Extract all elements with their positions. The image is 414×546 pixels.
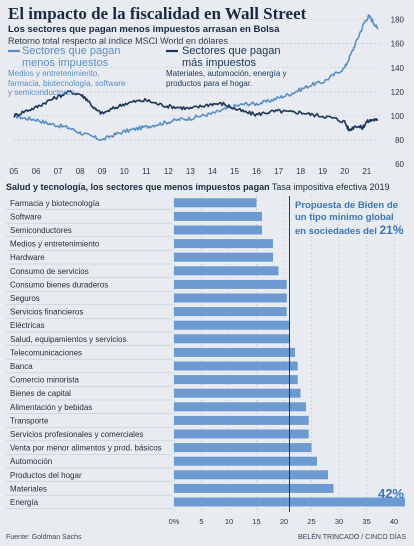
x-tick-label: 08 [76, 167, 85, 176]
bar-category-label: Materiales [10, 484, 47, 493]
legend-high-tax-desc: Materiales, automoción, energía y produc… [166, 69, 287, 88]
y-tick-label: 60 [395, 160, 404, 169]
bar-category-label: Transporte [10, 416, 49, 425]
bar-category-label: Servicios profesionales y comerciales [10, 430, 143, 439]
y-tick-label: 120 [391, 88, 405, 97]
series-line-high-tax [13, 90, 379, 132]
series-line-low-tax [13, 14, 379, 142]
bar-category-label: Bienes de capital [10, 389, 71, 398]
bar-category-label: Software [10, 212, 42, 221]
bar-category-label: Salud, equipamientos y servicios [10, 335, 127, 344]
bar-category-label: Hardware [10, 253, 45, 262]
bar [174, 470, 328, 480]
bar [174, 443, 312, 453]
x-tick-label: 11 [142, 167, 151, 176]
bar [174, 211, 262, 221]
bar [174, 429, 309, 439]
bar [174, 456, 317, 466]
bar-category-label: Banca [10, 362, 33, 371]
bar-x-tick-label: 40 [390, 517, 398, 526]
bar-category-label: Semiconductores [10, 226, 72, 235]
y-tick-label: 140 [391, 64, 405, 73]
bar [174, 415, 309, 425]
bar [174, 375, 298, 385]
bar-category-label: Consumo bienes duraderos [10, 280, 108, 289]
x-tick-label: 21 [362, 167, 371, 176]
bar [174, 279, 287, 289]
x-tick-label: 05 [10, 167, 19, 176]
bar-x-tick-label: 35 [362, 517, 370, 526]
legend-high-tax-title: Sectores que pagan más impuestos [182, 45, 281, 69]
x-tick-label: 14 [208, 167, 217, 176]
y-tick-label: 100 [391, 112, 405, 121]
biden-note: Propuesta de Biden de un tipo mínimo glo… [295, 200, 407, 238]
bar-category-label: Seguros [10, 294, 40, 303]
bar [174, 307, 287, 317]
bar [174, 198, 257, 208]
bar-x-tick-label: 25 [307, 517, 315, 526]
bar-x-tick-label: 0% [169, 517, 180, 526]
bar-x-tick-label: 10 [225, 517, 233, 526]
bar-category-label: Medios y entretenimiento [10, 240, 100, 249]
bar-category-label: Farmacia y biotecnología [10, 199, 100, 208]
bar-category-label: Telecomunicaciones [10, 348, 82, 357]
bar-category-label: Productos del hogar [10, 471, 82, 480]
bar-x-tick-label: 5 [199, 517, 203, 526]
x-tick-label: 06 [32, 167, 41, 176]
bar [174, 266, 279, 276]
bar [174, 239, 273, 249]
credit-note: BELÉN TRINCADO / CINCO DÍAS [297, 534, 406, 541]
page-title: El impacto de la fiscalidad en Wall Stre… [8, 4, 307, 23]
bar-chart-title-bold: Salud y tecnología, los sectores que men… [6, 182, 270, 192]
x-tick-label: 16 [252, 167, 261, 176]
biden-note-text: Propuesta de Biden de un tipo mínimo glo… [295, 200, 398, 237]
x-tick-label: 19 [318, 167, 327, 176]
x-tick-label: 13 [186, 167, 195, 176]
bar-category-label: Alimentación y bebidas [10, 403, 92, 412]
source-note: Fuente: Goldman Sachs [6, 534, 82, 541]
bar-category-label: Automoción [10, 457, 52, 466]
x-tick-label: 10 [120, 167, 129, 176]
bar-category-label: Venta por menor alimentos y prod. básico… [10, 444, 162, 453]
bar [174, 320, 290, 330]
x-tick-label: 12 [164, 167, 173, 176]
bar-category-label: Eléctricas [10, 321, 45, 330]
x-tick-label: 18 [296, 167, 305, 176]
highlight-value-label: 42% [378, 486, 404, 501]
x-tick-label: 15 [230, 167, 239, 176]
bar-x-tick-label: 15 [252, 517, 260, 526]
bar [174, 402, 306, 412]
bar [174, 388, 301, 398]
biden-note-value: 21% [379, 223, 404, 237]
bar-x-tick-label: 20 [280, 517, 288, 526]
bar [174, 347, 295, 357]
bar [174, 334, 290, 344]
bar [174, 252, 273, 262]
bar-category-label: Energía [10, 498, 39, 507]
bar-category-label: Comercio minorista [10, 376, 79, 385]
x-tick-label: 09 [98, 167, 107, 176]
x-tick-label: 07 [54, 167, 63, 176]
bar [174, 293, 287, 303]
bar-category-label: Consumo de servicios [10, 267, 89, 276]
legend-low-tax-desc: Medios y entretenimiento, farmacia, biot… [8, 69, 126, 97]
bar [174, 483, 334, 493]
y-tick-label: 180 [391, 16, 405, 25]
bar-chart-title-rest: Tasa impositiva efectiva 2019 [269, 182, 390, 192]
y-tick-label: 80 [395, 136, 404, 145]
legend-low-tax-title: Sectores que pagan menos impuestos [22, 45, 121, 69]
x-tick-label: 20 [340, 167, 349, 176]
chart-subtitle: Los sectores que pagan menos impuestos a… [8, 24, 280, 35]
x-tick-label: 17 [274, 167, 283, 176]
bar-x-tick-label: 30 [335, 517, 343, 526]
bar-chart-title: Salud y tecnología, los sectores que men… [6, 182, 389, 192]
bar-category-label: Servicios financieros [10, 308, 83, 317]
bar [174, 225, 262, 235]
chart-subnote: Retorno total respecto al índice MSCI Wo… [8, 36, 228, 46]
y-tick-label: 160 [391, 40, 405, 49]
bar [174, 361, 298, 371]
